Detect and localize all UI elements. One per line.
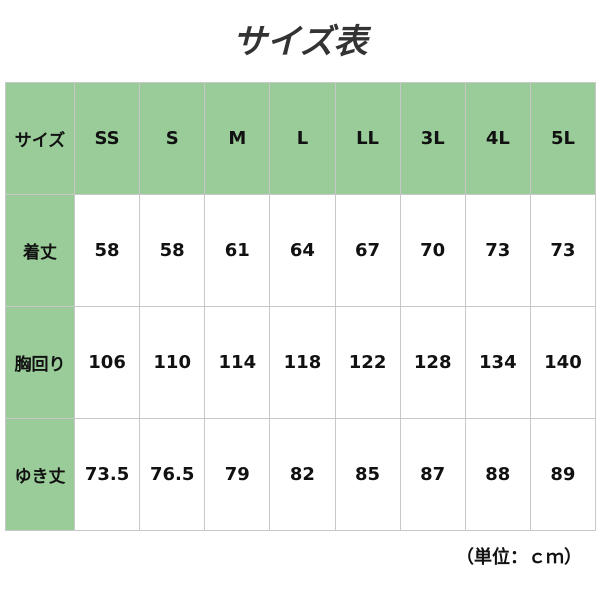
header-label: サイズ — [5, 82, 75, 195]
table-row: ゆき丈 73.5 76.5 79 82 85 87 88 89 — [5, 418, 597, 531]
page-title: サイズ表 — [232, 22, 368, 62]
table-cell: 110 — [139, 306, 206, 419]
table-cell: 79 — [204, 418, 271, 531]
row-label: ゆき丈 — [5, 418, 75, 531]
table-cell: 128 — [399, 306, 466, 419]
table-cell: 58 — [139, 194, 206, 307]
table-cell: 134 — [464, 306, 531, 419]
row-label: 胸回り — [5, 306, 75, 419]
table-cell: 88 — [464, 418, 531, 531]
size-table: サイズ SS S M L LL 3L 4L 5L 着丈 58 58 61 64 67 70 73 73 胸回り 106… — [5, 82, 597, 531]
table-cell: 82 — [269, 418, 336, 531]
table-cell: 76.5 — [139, 418, 206, 531]
table-cell: 140 — [529, 306, 597, 419]
table-cell: 106 — [73, 306, 141, 419]
table-cell: 87 — [399, 418, 466, 531]
table-cell: 73 — [464, 194, 531, 307]
size-header: 4L — [464, 82, 531, 195]
table-cell: 89 — [529, 418, 597, 531]
size-header: SS — [73, 82, 141, 195]
header-row: サイズ SS S M L LL 3L 4L 5L — [5, 82, 597, 195]
size-header: 3L — [399, 82, 466, 195]
table-cell: 64 — [269, 194, 336, 307]
size-header: 5L — [529, 82, 597, 195]
table-row: 胸回り 106 110 114 118 122 128 134 140 — [5, 306, 597, 419]
table-cell: 73.5 — [73, 418, 141, 531]
table-cell: 67 — [334, 194, 401, 307]
size-header: S — [139, 82, 206, 195]
size-header: LL — [334, 82, 401, 195]
table-cell: 114 — [204, 306, 271, 419]
table-cell: 58 — [73, 194, 141, 307]
table-cell: 73 — [529, 194, 597, 307]
table-cell: 122 — [334, 306, 401, 419]
table-cell: 70 — [399, 194, 466, 307]
size-header: M — [204, 82, 271, 195]
unit-note: （単位：ｃｍ） — [456, 547, 582, 568]
table-cell: 61 — [204, 194, 271, 307]
row-label: 着丈 — [5, 194, 75, 307]
size-header: L — [269, 82, 336, 195]
table-row: 着丈 58 58 61 64 67 70 73 73 — [5, 194, 597, 307]
table-cell: 118 — [269, 306, 336, 419]
table-cell: 85 — [334, 418, 401, 531]
